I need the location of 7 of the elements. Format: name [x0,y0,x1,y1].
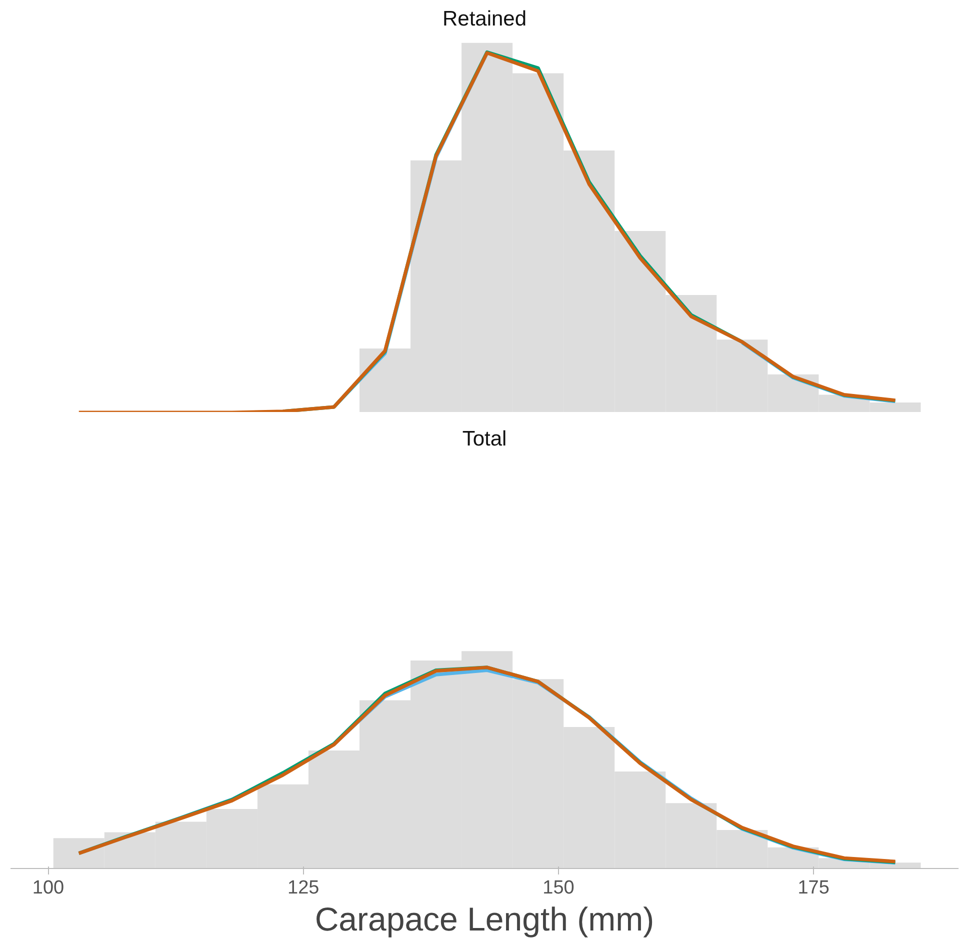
x-tick-label: 125 [288,878,320,898]
chart-title: Retained [442,8,527,30]
x-tick-label: 150 [542,878,574,898]
x-axis-title: Carapace Length (mm) [314,900,654,938]
chart-title: Total [462,428,507,450]
x-tick-label: 100 [32,878,64,898]
x-tick-label: 175 [798,878,830,898]
